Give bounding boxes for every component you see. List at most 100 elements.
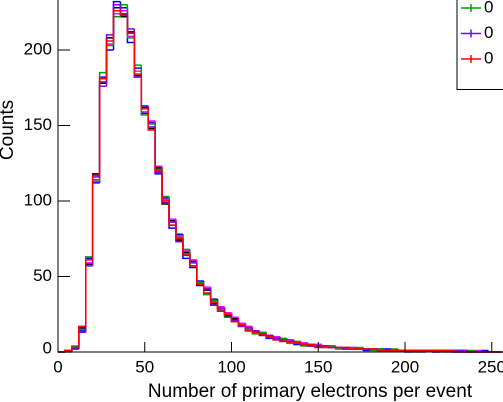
histogram-step [147,108,156,131]
histogram-step [175,225,183,240]
histogram-step [85,259,93,327]
y-tick-label: 50 [33,266,52,285]
histogram-step [258,332,267,335]
histogram-step [293,339,301,346]
histogram-step [98,80,107,182]
histogram-step [154,120,163,168]
x-tick-label: 100 [217,357,245,376]
histogram-step [71,346,79,351]
histogram-step [78,325,86,348]
histogram-step [223,306,232,314]
histogram-step [119,10,128,17]
histogram-step [98,76,107,183]
histogram-step [71,348,79,351]
histogram-step [78,330,86,349]
histogram-step [154,127,163,174]
histogram-step [105,49,114,78]
histogram-step [230,312,239,319]
histogram-step [105,37,114,84]
histogram-step [147,111,156,122]
histogram-step [154,128,163,169]
histogram-step [286,339,294,344]
histogram-step [78,331,86,348]
histogram-step [168,199,176,220]
histogram-step [91,176,100,266]
x-axis-title: Number of primary electrons per event [148,381,473,402]
histogram-step [161,169,170,198]
histogram-step [147,107,156,130]
histogram-step [154,123,163,171]
histogram-step [85,257,93,331]
histogram-step [140,77,149,107]
histogram-step [126,15,135,35]
histogram-step [272,335,281,338]
histogram-step [105,40,114,79]
histogram-step [209,293,218,300]
histogram-step [85,256,93,330]
histogram-step [202,285,211,291]
histogram-step [196,265,204,284]
histogram-step [168,204,176,222]
x-tick-label: 200 [391,357,419,376]
histogram-step [98,82,107,174]
histogram-step [237,317,246,325]
x-tick-label: 250 [478,357,503,376]
histogram-step [251,327,260,332]
histogram-step [112,6,121,38]
histogram-step [189,253,197,267]
legend-box [456,0,503,90]
histogram-step [91,179,100,257]
histogram-step [272,336,281,341]
x-tick-label: 150 [304,357,332,376]
histogram-step [91,174,100,260]
histogram-step [105,34,114,87]
histogram-step [140,68,149,115]
histogram-step [258,330,267,337]
histogram-step [196,267,204,282]
histogram-step [119,4,128,15]
y-tick-label: 150 [24,115,52,134]
plot-frame [57,0,503,353]
histogram-step [196,265,204,285]
histogram-step [175,228,183,235]
histogram-step [237,321,246,326]
y-tick-label: 200 [24,39,52,58]
y-axis-title: Counts [0,100,18,160]
histogram-step [202,284,211,294]
histogram-step [161,173,170,199]
histogram-step [209,293,218,303]
histogram-step [244,323,253,328]
histogram-step [140,75,149,109]
histogram-step [112,3,121,35]
histogram-step [182,237,190,251]
histogram-step [216,300,225,308]
histogram-step [140,74,149,110]
histogram-step [133,42,142,69]
histogram-step [133,36,142,72]
histogram-step [300,341,308,347]
histogram-step [314,344,322,349]
histogram-step [112,16,121,46]
histogram-step [182,238,190,255]
histogram-step [175,219,183,237]
histogram-step [112,9,121,41]
legend-label: 0 [484,0,493,16]
histogram-step [230,314,239,323]
histogram-step [85,265,93,333]
histogram-step [133,28,142,78]
histogram-step [126,16,135,33]
histogram-step [85,262,93,330]
histogram-step [244,324,253,332]
histogram-step [91,173,100,265]
histogram-step [91,180,100,263]
legend-label: 0 [484,23,493,42]
histogram-step [376,348,385,352]
histogram-step [189,250,197,261]
histogram-step [348,347,357,350]
histogram-step [251,329,260,335]
histogram-step [154,130,163,172]
histogram-step [91,182,100,259]
histogram-step [168,197,176,229]
y-tick-label: 0 [43,338,52,357]
